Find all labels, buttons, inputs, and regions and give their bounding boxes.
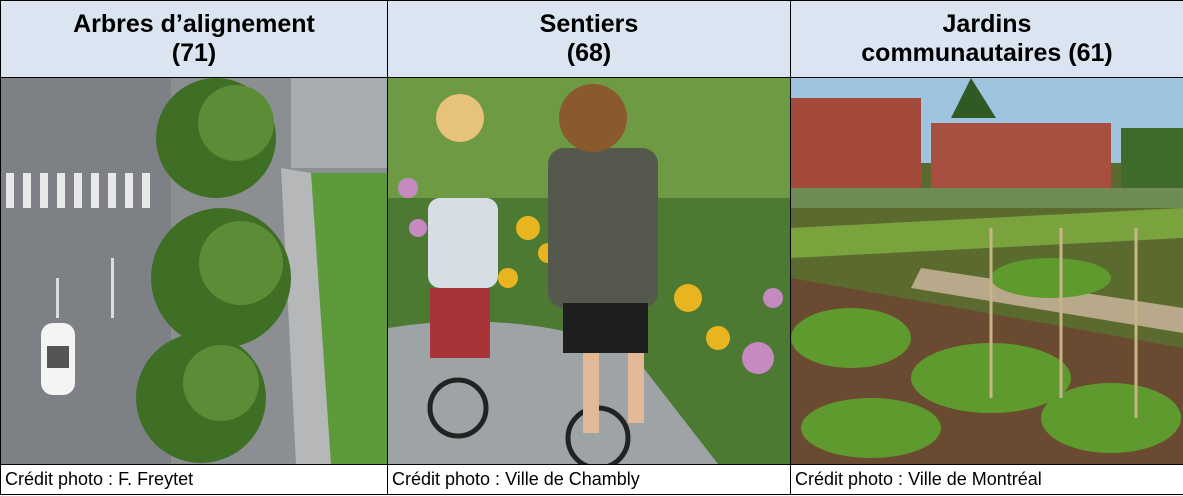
photo-table: Arbres d’alignement(71) Sentiers(68) Jar… (0, 0, 1183, 495)
header-line: (68) (388, 39, 790, 68)
header-line: Sentiers (388, 10, 790, 39)
trail-photo (388, 78, 790, 464)
credit-row: Crédit photo : F. Freytet Crédit photo :… (1, 465, 1183, 495)
street-trees-photo (1, 78, 387, 464)
header-line: communautaires (61) (791, 39, 1183, 68)
header-cell: Sentiers(68) (388, 1, 791, 78)
community-garden-photo (791, 78, 1183, 464)
header-cell: Arbres d’alignement(71) (1, 1, 388, 78)
credit-cell: Crédit photo : Ville de Chambly (388, 465, 791, 495)
header-line: Jardins (791, 10, 1183, 39)
credit-cell: Crédit photo : Ville de Montréal (791, 465, 1183, 495)
image-row (1, 78, 1183, 465)
header-line: Arbres d’alignement (1, 10, 387, 39)
credit-cell: Crédit photo : F. Freytet (1, 465, 388, 495)
image-cell (791, 78, 1183, 465)
image-cell (1, 78, 388, 465)
image-cell (388, 78, 791, 465)
header-row: Arbres d’alignement(71) Sentiers(68) Jar… (1, 1, 1183, 78)
header-line: (71) (1, 39, 387, 68)
